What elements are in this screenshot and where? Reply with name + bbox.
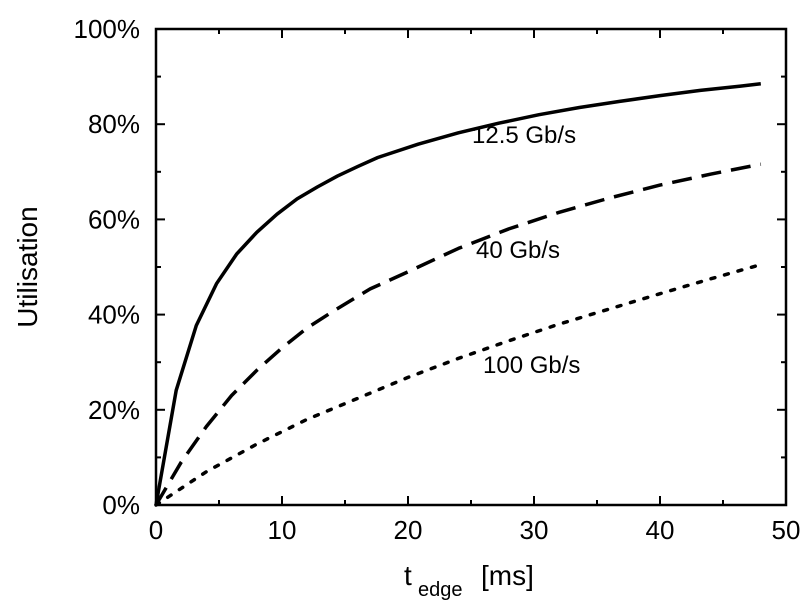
axis-ticks: [155, 28, 787, 506]
axis-tick-labels: 0 10 20 30 40 50 0% 20% 40% 60% 80% 100%: [74, 14, 801, 545]
y-tick-label: 0%: [102, 490, 140, 520]
y-tick-label: 40%: [88, 300, 140, 330]
series-line-40: [154, 162, 762, 506]
y-tick-label: 100%: [74, 14, 141, 44]
x-tick-label: 20: [394, 515, 423, 545]
x-tick-label: 50: [772, 515, 801, 545]
plot-frame: [154, 27, 788, 507]
x-axis-title-main: t: [404, 560, 412, 591]
x-axis-title: t edge [ms]: [404, 560, 534, 601]
y-tick-label: 20%: [88, 395, 140, 425]
series-line-100: [154, 262, 763, 507]
series-label-100: 100 Gb/s: [483, 352, 580, 379]
y-axis-title: Utilisation: [12, 206, 43, 327]
x-tick-label: 0: [149, 515, 163, 545]
series-label-12-5: 12.5 Gb/s: [472, 122, 576, 149]
y-tick-label: 60%: [88, 204, 140, 234]
x-tick-label: 40: [646, 515, 675, 545]
x-tick-label: 10: [268, 515, 297, 545]
y-tick-label: 80%: [88, 109, 140, 139]
x-tick-label: 30: [520, 515, 549, 545]
x-axis-title-subscript: edge: [418, 579, 463, 601]
series-label-40: 40 Gb/s: [476, 237, 560, 264]
series-lines: [154, 81, 763, 507]
series-line-12-5: [154, 81, 762, 506]
x-axis-title-unit: [ms]: [481, 560, 534, 591]
